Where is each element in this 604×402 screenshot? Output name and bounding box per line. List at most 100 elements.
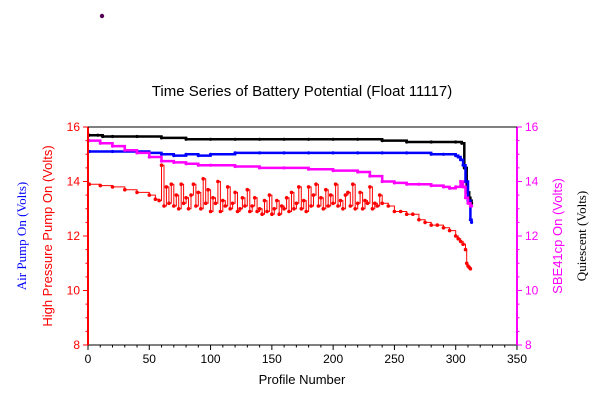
- series-high_pressure-point: [464, 261, 469, 266]
- series-high_pressure-point: [243, 204, 247, 208]
- series-high_pressure-point: [169, 182, 174, 186]
- series-high_pressure-point: [404, 212, 409, 216]
- series-high_pressure-point: [206, 187, 210, 192]
- series-quiescent-point: [460, 141, 464, 145]
- series-sbe-point: [466, 201, 470, 205]
- series-high_pressure-point: [435, 223, 440, 227]
- series-air-point: [258, 151, 262, 155]
- series-sbe-point: [356, 170, 360, 174]
- series-high_pressure-point: [331, 201, 335, 206]
- y-ticks-right: 8 10 12 14 16: [517, 120, 539, 352]
- series-sbe-point: [461, 185, 465, 189]
- series-high_pressure-point: [228, 207, 232, 211]
- series-high_pressure-point: [235, 209, 240, 214]
- series-high_pressure-point: [297, 185, 301, 189]
- series-high_pressure-point: [208, 209, 213, 214]
- series-high_pressure-point: [287, 209, 291, 214]
- series-air-point: [110, 149, 115, 154]
- y-left-tick-label: 16: [67, 120, 81, 134]
- series-quiescent-point: [331, 137, 335, 141]
- series-quiescent-point: [209, 137, 213, 141]
- series-high_pressure-point: [267, 193, 272, 197]
- series-quiescent-point: [282, 137, 286, 141]
- series-high_pressure-point: [333, 182, 338, 186]
- series-high_pressure-point: [321, 207, 326, 211]
- series-high_pressure-point: [373, 201, 377, 206]
- series-high_pressure-point: [319, 196, 323, 200]
- y-left-tick-label: 10: [67, 284, 81, 298]
- series-high_pressure-point: [257, 207, 262, 211]
- x-tick-label: 300: [446, 352, 466, 366]
- series-high_pressure-point: [355, 201, 360, 206]
- series-sbe-point: [184, 162, 188, 166]
- series-high_pressure-point: [225, 185, 230, 189]
- series-high_pressure-point: [429, 223, 434, 227]
- x-tick-label: 100: [201, 352, 221, 366]
- series-high_pressure-point: [223, 204, 228, 208]
- series-high_pressure-point: [423, 220, 427, 225]
- series-quiescent-point: [356, 137, 360, 141]
- series-high_pressure-point: [201, 177, 205, 181]
- series-sbe-point: [123, 148, 127, 152]
- series-high_pressure-point: [196, 190, 201, 195]
- series-high_pressure-point: [153, 197, 158, 201]
- series-high_pressure-point: [453, 234, 458, 238]
- series-high_pressure-point: [314, 182, 318, 186]
- series-high_pressure-point: [221, 198, 225, 203]
- series-high_pressure-point: [343, 193, 348, 197]
- series-high_pressure-point: [316, 204, 321, 208]
- series-high_pressure-point: [386, 204, 391, 208]
- series-high_pressure-point: [218, 209, 223, 214]
- series-sbe-point: [454, 185, 458, 189]
- series-air-point: [468, 218, 472, 222]
- series-sbe-point: [463, 196, 468, 200]
- series-high_pressure-point: [172, 204, 176, 208]
- series-sbe-point: [307, 167, 311, 171]
- series-high_pressure-point: [309, 204, 313, 208]
- series-high_pressure-point: [456, 236, 461, 241]
- series-sbe-point: [405, 182, 409, 186]
- series-high_pressure-point: [123, 187, 127, 192]
- series-high_pressure-point: [275, 198, 279, 203]
- series-high_pressure-point: [233, 190, 237, 195]
- series-high_pressure-point: [272, 207, 277, 211]
- series-sbe-point: [392, 181, 396, 185]
- series-high_pressure-point: [245, 187, 250, 192]
- series-high_pressure-point: [216, 179, 220, 184]
- series-high_pressure-point: [326, 204, 331, 208]
- series-high_pressure-point: [238, 207, 242, 211]
- series-high_pressure-point: [164, 185, 169, 189]
- series-high_pressure-point: [358, 190, 362, 195]
- x-tick-label: 0: [85, 352, 92, 366]
- series-high_pressure-point: [368, 185, 372, 189]
- y-left-tick-label: 8: [73, 338, 80, 352]
- series-high_pressure-point: [277, 212, 282, 216]
- series-sbe: [87, 139, 474, 208]
- series-sbe-point: [98, 141, 102, 145]
- series-high_pressure-point: [377, 193, 382, 197]
- series-high_pressure-point: [213, 201, 218, 206]
- series-high_pressure-point: [392, 209, 397, 214]
- series-high_pressure-point: [351, 182, 355, 186]
- series-sbe-point: [209, 163, 213, 167]
- series-high_pressure-point: [135, 190, 139, 195]
- series-quiescent-point: [405, 140, 409, 144]
- series-high_pressure-point: [338, 198, 343, 203]
- series-air: [87, 149, 474, 224]
- series-sbe-point: [429, 184, 433, 188]
- series-quiescent-point: [380, 139, 384, 143]
- series-quiescent-point: [135, 134, 139, 139]
- series-high_pressure-point: [240, 196, 245, 200]
- series-high_pressure-point: [194, 204, 198, 208]
- series-high_pressure-point: [265, 209, 269, 214]
- series-air-point: [470, 220, 474, 224]
- series-high_pressure-point: [110, 185, 115, 189]
- series-high_pressure-point: [159, 163, 164, 167]
- corner-marker-dot: [99, 13, 105, 19]
- y-right-tick-label: 8: [525, 338, 532, 352]
- series-high_pressure-point: [199, 207, 203, 211]
- series-quiescent-point: [101, 134, 105, 139]
- series-quiescent-line: [89, 133, 473, 204]
- series-high_pressure-point: [98, 183, 103, 188]
